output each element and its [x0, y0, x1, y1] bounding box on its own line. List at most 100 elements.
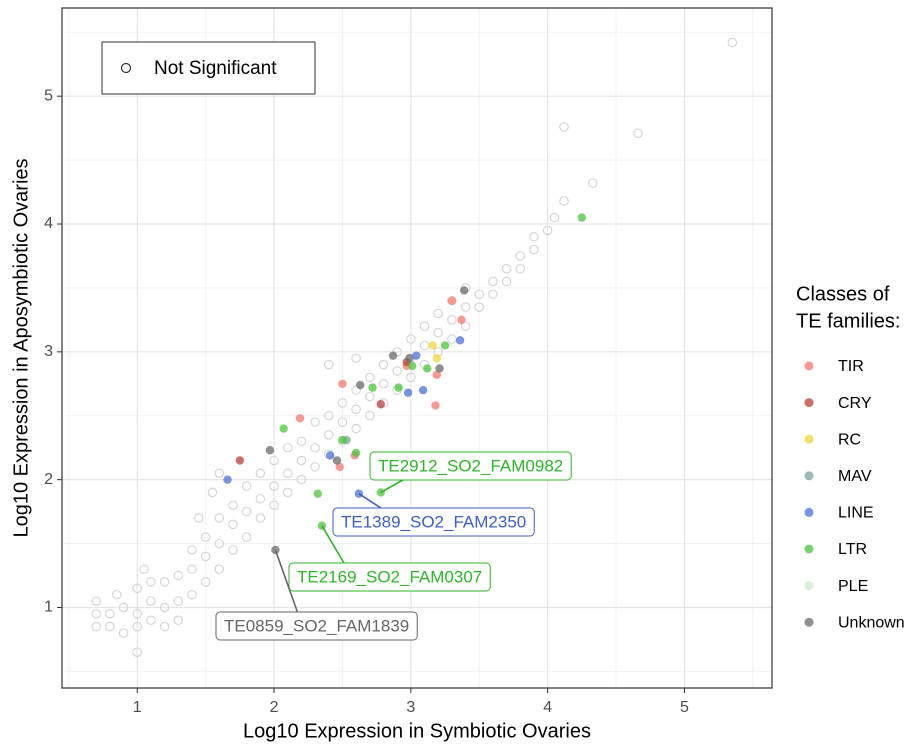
data-point	[501, 276, 512, 287]
legend-key	[804, 361, 814, 371]
data-point	[431, 401, 440, 410]
data-point	[159, 621, 170, 632]
legend-key	[804, 544, 814, 554]
data-point	[403, 388, 413, 397]
data-point	[351, 448, 361, 458]
data-point	[727, 37, 738, 48]
legend-label: LTR	[838, 541, 867, 558]
data-point	[118, 602, 129, 613]
annotation-connector	[321, 525, 345, 564]
data-point	[529, 232, 539, 242]
data-point	[105, 621, 115, 632]
data-point	[269, 455, 279, 466]
data-point	[173, 570, 184, 581]
annotation-connector	[358, 493, 382, 509]
legend-title: Classes of	[796, 283, 890, 305]
legend-key	[804, 507, 814, 517]
data-point	[207, 487, 218, 498]
legend-key	[804, 471, 814, 481]
legend-label: Unknown	[838, 614, 905, 631]
data-point	[187, 564, 197, 574]
data-point	[91, 596, 101, 606]
data-point	[310, 462, 320, 472]
data-point	[447, 315, 457, 325]
data-point	[529, 244, 539, 255]
data-point	[313, 489, 323, 498]
data-point	[279, 424, 288, 433]
data-point	[418, 385, 428, 395]
data-point	[324, 410, 334, 421]
data-point	[91, 609, 101, 619]
data-point	[408, 361, 417, 371]
data-point	[388, 351, 398, 360]
legend-key	[804, 434, 814, 444]
data-point	[419, 321, 430, 332]
data-point	[255, 494, 266, 504]
data-point	[132, 609, 142, 619]
legend-label: CRY	[838, 395, 872, 412]
data-point	[139, 564, 149, 574]
data-point	[223, 475, 232, 484]
data-point	[324, 430, 334, 440]
data-point	[296, 474, 307, 485]
data-point	[324, 359, 334, 370]
annotation-box	[332, 507, 535, 537]
data-point	[474, 302, 484, 312]
data-point	[132, 583, 142, 594]
data-point	[432, 370, 442, 380]
axes: 1 2 3 4 5 1 2 3 4 5	[44, 87, 689, 716]
data-point	[394, 383, 403, 392]
data-point	[406, 372, 416, 383]
data-point	[265, 446, 275, 455]
annotation-label: TE2912_SO2_FAM0982	[378, 456, 563, 475]
data-point	[337, 417, 348, 427]
y-tick-label: 4	[44, 215, 53, 232]
data-point	[549, 212, 560, 223]
data-point	[455, 336, 465, 345]
data-point	[354, 489, 364, 498]
data-point	[338, 435, 347, 445]
data-point	[105, 609, 115, 619]
annotations: TE2912_SO2_FAM0982 TE1389_SO2_FAM2350 TE21…	[215, 451, 572, 641]
data-point	[310, 417, 320, 427]
y-tick-label: 5	[44, 87, 53, 104]
y-tick-label: 2	[44, 471, 53, 488]
x-axis-title: Log10 Expression in Symbiotic Ovaries	[243, 720, 591, 742]
legend-label: TIR	[838, 358, 864, 375]
data-point	[488, 276, 498, 287]
data-point	[351, 353, 361, 363]
data-point	[173, 615, 184, 626]
data-point	[501, 264, 512, 274]
data-point	[132, 647, 142, 657]
data-point	[488, 289, 498, 300]
data-point	[378, 359, 389, 370]
data-point	[376, 400, 385, 409]
data-point	[317, 521, 327, 530]
data-point	[118, 628, 129, 638]
legend-key	[804, 581, 814, 591]
data-point	[200, 532, 211, 542]
data-point	[146, 596, 156, 606]
data-point	[588, 178, 598, 188]
data-point	[423, 364, 432, 373]
data-point	[194, 513, 204, 523]
data-point	[577, 213, 587, 222]
data-point	[633, 128, 643, 139]
data-point	[392, 366, 402, 376]
x-tick-label: 4	[543, 699, 552, 716]
data-point	[412, 351, 421, 360]
data-point	[282, 442, 293, 453]
data-point	[433, 327, 443, 338]
data-point	[310, 442, 320, 453]
annotation-box	[215, 611, 418, 641]
data-point	[365, 410, 375, 421]
data-point	[282, 468, 293, 479]
data-point	[460, 302, 471, 312]
data-point	[356, 380, 365, 390]
data-point	[295, 414, 305, 423]
annotation-box	[288, 562, 491, 592]
data-point	[376, 488, 385, 497]
x-tick-label: 5	[680, 699, 689, 716]
legend-key	[804, 398, 814, 408]
